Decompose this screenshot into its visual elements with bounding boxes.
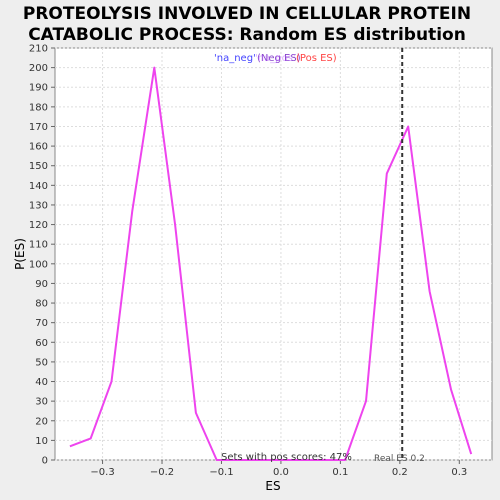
y-tick-label: 160 [29, 142, 48, 153]
y-axis-label: P(ES) [13, 238, 27, 270]
y-tick-label: 130 [29, 200, 48, 211]
y-tick-label: 0 [42, 456, 48, 467]
pos-scores-annotation: Sets with pos scores: 47% [221, 452, 352, 463]
real-es-label: Real ES 0.2 [374, 454, 425, 464]
series-layer [69, 66, 473, 461]
x-tick-label: −0.3 [90, 467, 114, 478]
y-tick-label: 170 [29, 122, 48, 133]
y-tick-label: 10 [35, 436, 48, 447]
y-tick-label: 140 [29, 181, 48, 192]
x-tick-label: −0.1 [209, 467, 233, 478]
x-axis-label: ES [265, 479, 280, 493]
y-tick-label: 30 [35, 397, 48, 408]
axes: 0 10 20 30 40 50 60 70 80 90 100 110 120 130 140 150 160… [29, 44, 467, 479]
y-tick-label: 190 [29, 83, 48, 94]
x-tick-label: 0.2 [392, 467, 408, 478]
legend-item-na-pos: 'na_pos' [255, 53, 296, 64]
x-tick-label: 0.0 [273, 467, 289, 478]
y-tick-label: 100 [29, 259, 48, 270]
legend: 'na_neg' (Neg ES) 'na_pos' (Pos ES) [214, 53, 337, 64]
y-tick-label: 200 [29, 63, 48, 74]
y-tick-label: 70 [35, 318, 48, 329]
x-tick-label: 0.3 [451, 467, 467, 478]
grid-lines [55, 47, 492, 461]
y-tick-label: 50 [35, 357, 48, 368]
legend-item-pos-es: (Pos ES) [296, 53, 337, 64]
y-tick-label: 40 [35, 377, 48, 388]
y-tick-label: 180 [29, 102, 48, 113]
chart-title-line-1: PROTEOLYSIS INVOLVED IN CELLULAR PROTEIN [23, 4, 471, 24]
y-tick-label: 20 [35, 416, 48, 427]
x-tick-label: −0.2 [150, 467, 174, 478]
chart-title-line-2: CATABOLIC PROCESS: Random ES distributio… [28, 25, 466, 45]
y-tick-label: 110 [29, 240, 48, 251]
legend-item-neg-es: (Neg ES) [257, 53, 301, 64]
y-tick-label: 210 [29, 44, 48, 55]
plot-area [54, 47, 493, 461]
y-tick-label: 120 [29, 220, 48, 231]
y-tick-label: 150 [29, 161, 48, 172]
series-line-0 [69, 66, 473, 461]
y-tick-label: 80 [35, 299, 48, 310]
x-tick-label: 0.1 [332, 467, 348, 478]
y-tick-label: 60 [35, 338, 48, 349]
y-tick-label: 90 [35, 279, 48, 290]
legend-item-na-neg: 'na_neg' [214, 53, 256, 64]
